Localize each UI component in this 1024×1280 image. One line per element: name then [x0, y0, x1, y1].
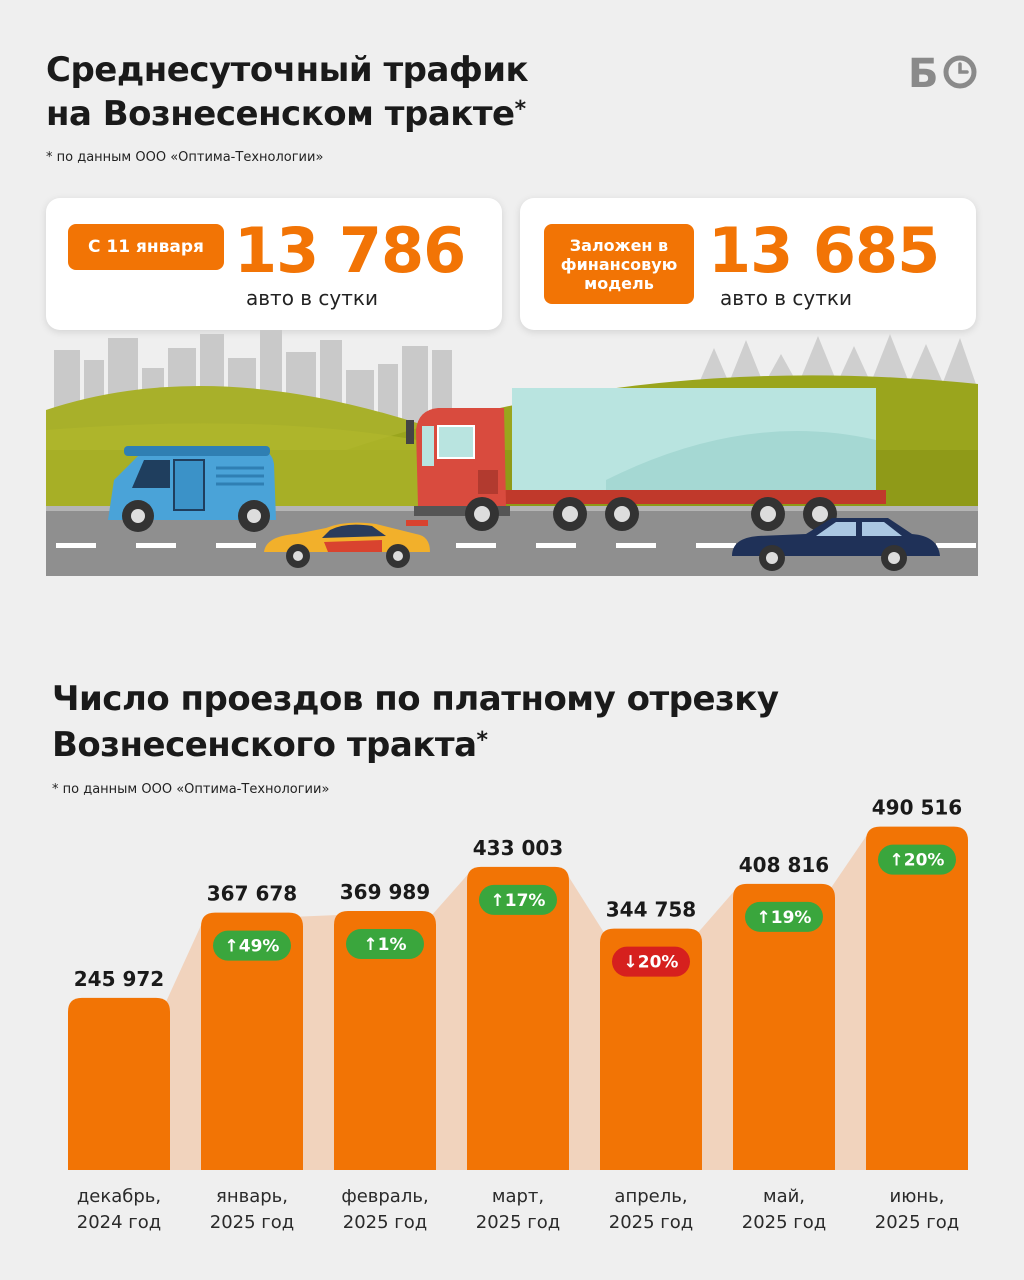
change-badge: [346, 929, 424, 960]
source-note: * по данным ООО «Оптима-Технологии»: [46, 150, 324, 165]
category-label: 2025 год: [476, 1212, 560, 1233]
change-badge: [213, 930, 291, 961]
road-illustration: [46, 330, 978, 576]
title-line-2-text: на Вознесенском тракте: [46, 94, 515, 134]
logo-clock-icon: [943, 55, 977, 89]
connector-band: [432, 870, 471, 1170]
category-label: 2025 год: [210, 1212, 294, 1233]
chart-title-line-2: Вознесенского тракта*: [52, 722, 779, 768]
connector-band: [698, 887, 737, 1170]
title-line-2: на Вознесенском тракте*: [46, 92, 528, 136]
change-badge: [745, 901, 823, 932]
chart-title: Число проездов по платному отрезку Возне…: [52, 676, 779, 768]
monthly-trips-chart: 245 972 декабрь, 2024 год 367 678 ↑49% январь…: [68, 796, 968, 1233]
change-badge-text: ↑1%: [363, 935, 406, 955]
category-label: 2025 год: [609, 1212, 693, 1233]
category-label: февраль,: [341, 1186, 428, 1207]
traffic-card-financial-model: Заложен в финансовую модель 13 685 авто …: [520, 198, 976, 330]
value-label: 369 989: [340, 880, 430, 904]
value-label: 245 972: [74, 967, 164, 991]
chart-title-line-1: Число проездов по платному отрезку: [52, 679, 779, 719]
yellow-sports-car: [264, 520, 430, 568]
card-label-pill: С 11 января: [68, 224, 224, 270]
card-value: 13 786: [234, 214, 466, 287]
value-label: 490 516: [872, 796, 962, 820]
change-badge-text: ↑20%: [890, 851, 945, 871]
change-badge-text: ↑17%: [491, 891, 546, 911]
change-badge: [479, 884, 557, 915]
category-label: май,: [763, 1186, 805, 1207]
category-label: апрель,: [614, 1186, 687, 1207]
bar: [467, 866, 569, 1170]
truck: [406, 388, 886, 531]
connector-band: [565, 870, 604, 1170]
change-badge: [612, 946, 690, 977]
category-label: июнь,: [890, 1186, 945, 1207]
card-label-line: Заложен в: [569, 235, 669, 255]
category-label: март,: [492, 1186, 544, 1207]
category-label: 2025 год: [343, 1212, 427, 1233]
traffic-card-since-jan: С 11 января 13 786 авто в сутки: [46, 198, 502, 330]
footnote-mark: *: [476, 728, 489, 753]
card-label-line: модель: [584, 273, 654, 293]
card-label-line: финансовую: [560, 254, 678, 274]
card-label-pill: Заложен в финансовую модель: [544, 224, 694, 304]
category-label: январь,: [216, 1186, 288, 1207]
change-badge-text: ↑49%: [225, 937, 280, 957]
bo-logo: Б: [908, 51, 977, 94]
card-value: 13 685: [708, 214, 940, 287]
connector-band: [166, 916, 205, 1170]
category-label: 2025 год: [742, 1212, 826, 1233]
logo-letter: Б: [908, 51, 939, 94]
value-label: 433 003: [473, 836, 563, 860]
bar: [600, 928, 702, 1170]
blue-van: [108, 446, 276, 532]
category-label: 2024 год: [77, 1212, 161, 1233]
connector-band: [831, 830, 870, 1170]
change-badge-text: ↓20%: [624, 953, 679, 973]
change-badge-text: ↑19%: [757, 908, 812, 928]
card-unit: авто в сутки: [720, 286, 852, 310]
chart-title-line-2-text: Вознесенского тракта: [52, 725, 477, 765]
dark-sedan: [732, 518, 940, 571]
bar: [733, 883, 835, 1170]
category-label: декабрь,: [77, 1186, 161, 1207]
infographic-title: Среднесуточный трафик на Вознесенском тр…: [46, 48, 529, 136]
bar: [68, 997, 170, 1170]
bar: [334, 911, 436, 1170]
connector-band: [299, 915, 338, 1170]
change-badge: [878, 844, 956, 875]
title-line-1: Среднесуточный трафик: [46, 50, 529, 90]
category-label: 2025 год: [875, 1212, 959, 1233]
footnote-mark: *: [514, 97, 527, 122]
value-label: 408 816: [739, 853, 829, 877]
bar: [201, 912, 303, 1170]
chart-source-note: * по данным ООО «Оптима-Технологии»: [52, 782, 330, 797]
value-label: 367 678: [207, 882, 297, 906]
bar: [866, 826, 968, 1170]
card-unit: авто в сутки: [246, 286, 378, 310]
value-label: 344 758: [606, 898, 696, 922]
